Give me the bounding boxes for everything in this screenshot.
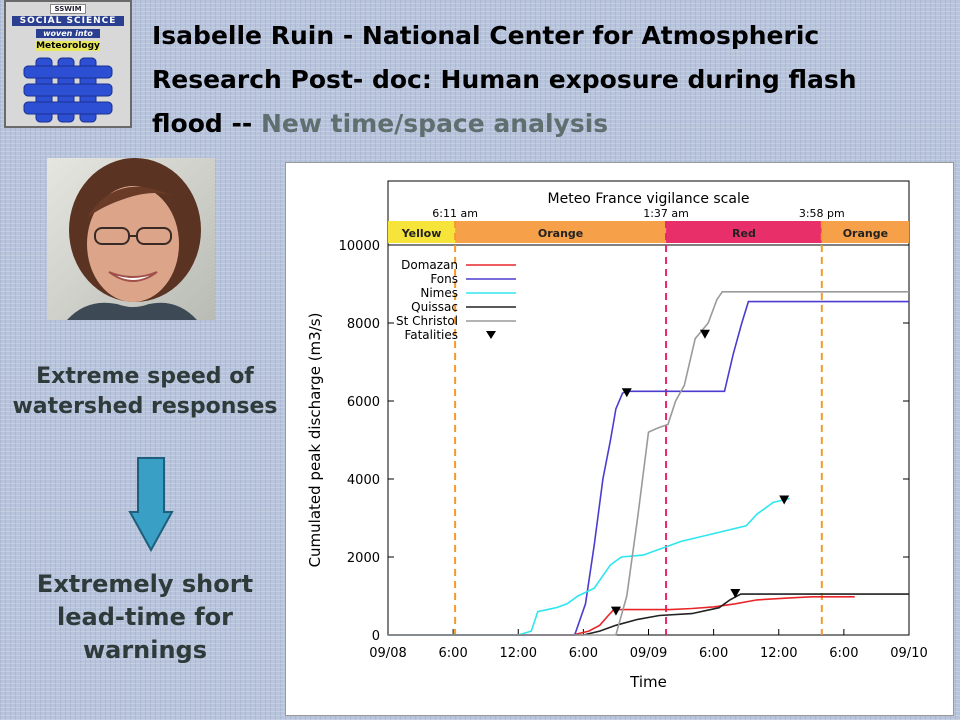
vigilance-label-3: Orange [843, 227, 888, 240]
logo-top-label: SSWIM [50, 4, 86, 14]
series-line-domazan [388, 596, 855, 636]
vigilance-band-1 [455, 221, 667, 243]
sswim-logo: SSWIM SOCIAL SCIENCE woven into Meteorol… [4, 0, 132, 128]
time-mark-label-2: 3:58 pm [799, 207, 845, 220]
legend-label-2: Nimes [420, 286, 458, 300]
x-tick-label-4: 09/09 [630, 646, 667, 661]
chart-title: Meteo France vigilance scale [548, 191, 750, 207]
vigilance-label-0: Yellow [401, 227, 442, 240]
title-line3-prefix: flood -- [152, 109, 253, 138]
logo-line1: SOCIAL SCIENCE [12, 16, 124, 26]
plot-frame [387, 244, 910, 636]
y-axis-label: Cumulated peak discharge (m3/s) [306, 313, 324, 568]
series-line-quissac [388, 593, 909, 636]
time-mark-label-1: 1:37 am [643, 207, 689, 220]
title-highlight: New time/space analysis [260, 109, 609, 138]
x-tick-label-2: 12:00 [500, 646, 537, 661]
fatality-marker-3 [730, 589, 741, 599]
series-line-st-christol [388, 291, 909, 636]
leadtime-caption-line1: Extremely short [36, 570, 254, 598]
speed-caption: Extreme speed of watershed responses [0, 362, 290, 422]
vigilance-band-3 [821, 221, 909, 243]
portrait-photo [47, 158, 215, 320]
y-tick-label-4: 8000 [347, 317, 380, 332]
portrait-illustration [47, 158, 215, 320]
fatality-marker-0 [610, 606, 621, 616]
leadtime-caption: Extremely short lead-time for warnings [0, 568, 290, 667]
x-tick-label-0: 09/08 [369, 646, 406, 661]
leadtime-caption-line3: warnings [82, 636, 208, 664]
y-tick-label-3: 6000 [347, 395, 380, 410]
time-mark-label-0: 6:11 am [432, 207, 478, 220]
title-line2: Research Post- doc: Human exposure durin… [152, 65, 857, 94]
woven-logo-icon [23, 57, 113, 123]
x-tick-label-3: 6:00 [569, 646, 598, 661]
y-tick-label-5: 10000 [339, 239, 380, 254]
x-tick-label-8: 09/10 [890, 646, 927, 661]
leadtime-caption-line2: lead-time for [57, 603, 233, 631]
x-tick-label-1: 6:00 [439, 646, 468, 661]
page-title: Isabelle Ruin - National Center for Atmo… [152, 14, 952, 146]
y-tick-label-1: 2000 [347, 551, 380, 566]
x-tick-label-5: 6:00 [699, 646, 728, 661]
legend-label-4: St Christol [396, 314, 458, 328]
legend-label-0: Domazan [401, 258, 458, 272]
discharge-chart-svg: Meteo France vigilance scale Yellow Orange… [306, 180, 928, 691]
fatality-marker-1 [621, 388, 632, 398]
legend-label-1: Fons [430, 272, 458, 286]
discharge-chart: Meteo France vigilance scale Yellow Orange… [285, 162, 954, 716]
title-line1: Isabelle Ruin - National Center for Atmo… [152, 21, 820, 50]
down-arrow-icon [128, 457, 174, 552]
x-tick-label-7: 6:00 [829, 646, 858, 661]
vigilance-band-0 [388, 221, 456, 243]
x-tick-label-6: 12:00 [760, 646, 797, 661]
logo-line2: woven into [36, 29, 100, 38]
vigilance-band-2 [666, 221, 822, 243]
legend-label-5: Fatalities [404, 328, 458, 342]
y-tick-label-0: 0 [372, 629, 380, 644]
series-line-nimes [388, 497, 790, 636]
speed-caption-line1: Extreme speed of [36, 364, 254, 389]
fatality-marker-4 [779, 495, 790, 505]
x-axis-label: Time [629, 673, 667, 691]
title-line3: flood -- New time/space analysis [152, 102, 952, 146]
vigilance-label-2: Red [732, 227, 756, 240]
fatality-marker-2 [699, 329, 710, 339]
y-tick-label-2: 4000 [347, 473, 380, 488]
legend-swatch-5 [486, 331, 496, 339]
legend-label-3: Quissac [411, 300, 458, 314]
logo-line3: Meteorology [36, 41, 100, 51]
vigilance-label-1: Orange [538, 227, 583, 240]
speed-caption-line2: watershed responses [12, 394, 278, 419]
series-line-fons [388, 300, 909, 636]
